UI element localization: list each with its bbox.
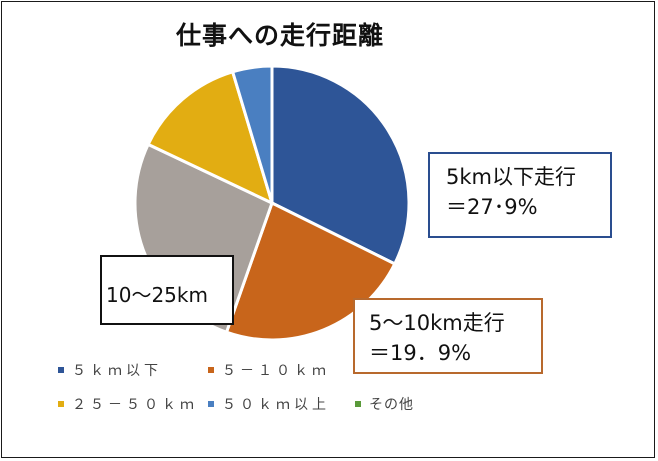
chart-title: 仕事への走行距離	[175, 21, 384, 50]
legend-label: ５０ｋｍ以上	[222, 397, 330, 413]
pie-slice-1	[224, 200, 397, 342]
callout-5-10km: 5〜10km走行 ＝19．9%	[353, 298, 543, 374]
callout-5km-under-line1: 5km以下走行	[446, 165, 576, 189]
callout-5-10km-line1: 5〜10km走行	[369, 311, 505, 335]
legend-swatch	[58, 367, 64, 373]
legend-swatch	[58, 401, 64, 407]
legend-swatch	[208, 367, 214, 373]
legend-swatch	[208, 401, 214, 407]
legend-item-5km-under: ５ｋｍ以下	[58, 360, 162, 380]
pie-slice-4	[230, 64, 274, 204]
legend-item-other: その他	[355, 394, 414, 414]
legend-item-5-10km: ５－１０ｋｍ	[208, 360, 330, 380]
legend-label: ５－１０ｋｍ	[222, 363, 330, 379]
legend-swatch	[355, 401, 361, 407]
legend-label: ５ｋｍ以下	[72, 363, 162, 379]
legend-item-50km-over: ５０ｋｍ以上	[208, 394, 330, 414]
legend-label: その他	[369, 397, 414, 413]
callout-5km-under: 5km以下走行 ＝27･9%	[428, 152, 612, 238]
pie-slice-0	[270, 64, 411, 266]
legend-label: ２５－５０ｋｍ	[72, 397, 198, 413]
callout-10-25km-text: 10〜25km	[106, 283, 208, 307]
callout-5km-under-line2: ＝27･9%	[446, 195, 538, 219]
callout-5-10km-line2: ＝19．9%	[369, 341, 472, 365]
legend-item-25-50km: ２５－５０ｋｍ	[58, 394, 198, 414]
callout-10-25km: 10〜25km	[100, 255, 234, 325]
